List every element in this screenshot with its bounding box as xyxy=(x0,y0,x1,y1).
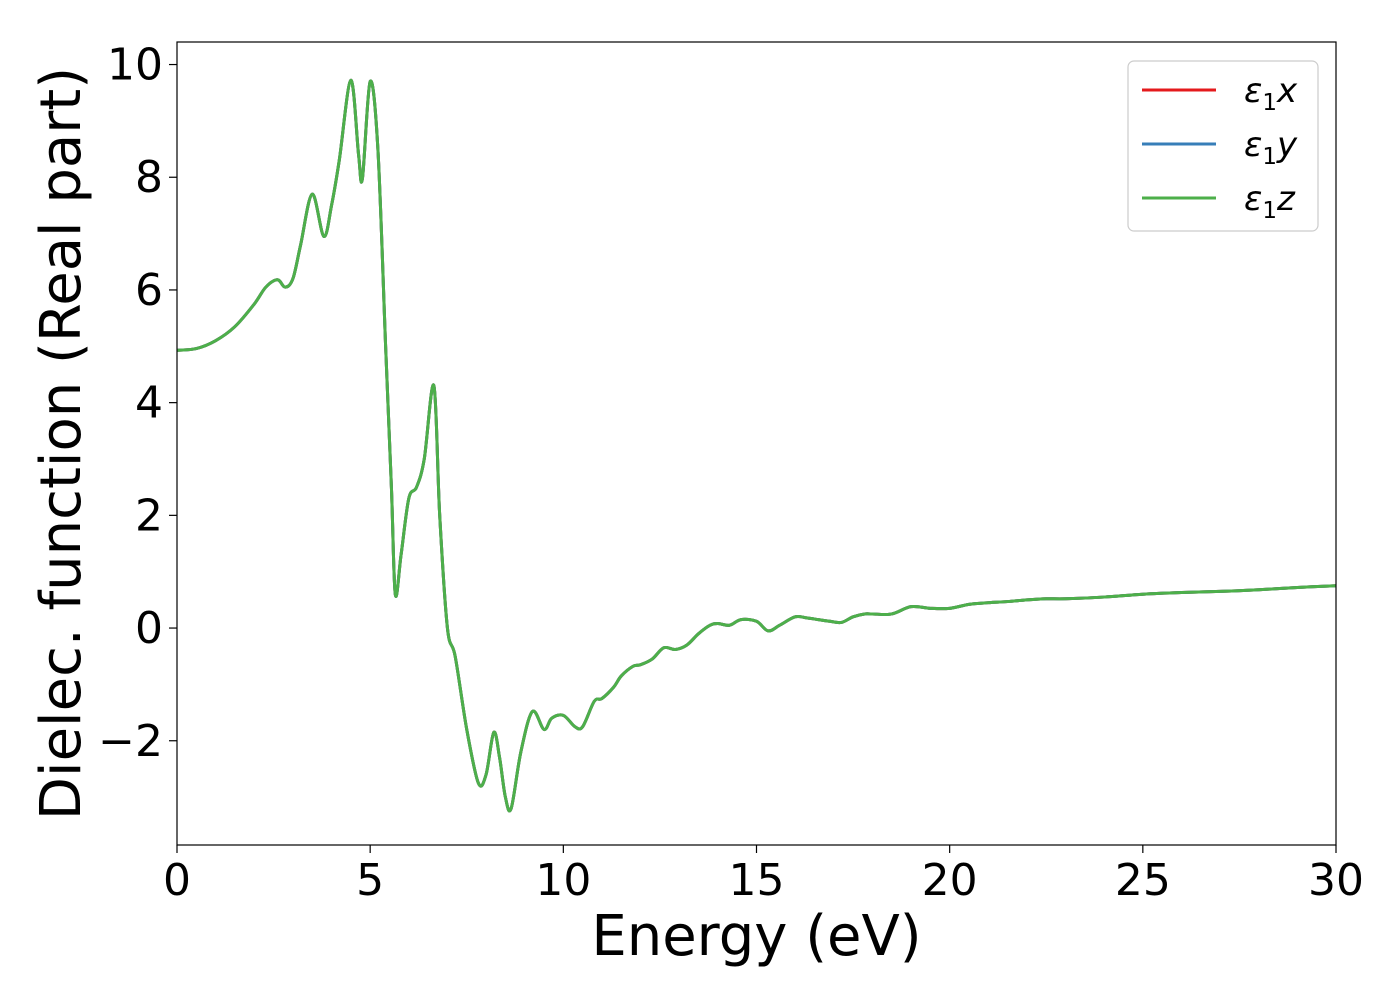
y-tick-label: 6 xyxy=(135,265,163,316)
legend-label: ε1x xyxy=(1244,71,1298,116)
x-tick-label: 10 xyxy=(535,855,591,906)
y-tick-label: 2 xyxy=(135,490,163,541)
x-axis: 0 5 10 15 20 25 30 xyxy=(163,845,1364,906)
x-tick-label: 0 xyxy=(163,855,191,906)
x-tick-label: 25 xyxy=(1115,855,1171,906)
y-axis-title: Dielec. function (Real part) xyxy=(29,67,94,820)
y-tick-label: 8 xyxy=(135,152,163,203)
y-tick-label: 10 xyxy=(107,40,163,91)
x-tick-label: 5 xyxy=(356,855,384,906)
x-tick-label: 15 xyxy=(729,855,785,906)
x-axis-title: Energy (eV) xyxy=(591,904,921,969)
x-tick-label: 30 xyxy=(1308,855,1364,906)
y-tick-label: 4 xyxy=(135,378,163,429)
legend-label: ε1y xyxy=(1244,125,1298,170)
legend-box xyxy=(1127,60,1319,232)
legend-label: ε1z xyxy=(1244,179,1296,224)
x-tick-label: 20 xyxy=(922,855,978,906)
y-tick-label: −2 xyxy=(98,716,163,767)
y-axis: −2 0 2 4 6 8 10 xyxy=(98,40,177,767)
y-tick-label: 0 xyxy=(135,603,163,654)
series-layer xyxy=(176,78,1337,813)
series-line-z xyxy=(176,78,1337,813)
legend: ε1x ε1y ε1z xyxy=(1127,60,1319,232)
